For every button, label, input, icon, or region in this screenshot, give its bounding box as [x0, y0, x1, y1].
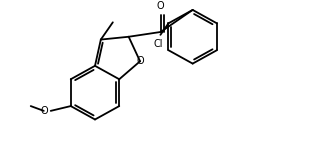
Text: O: O [157, 1, 164, 11]
Text: O: O [136, 56, 144, 66]
Text: Cl: Cl [154, 39, 163, 49]
Text: O: O [40, 106, 48, 116]
